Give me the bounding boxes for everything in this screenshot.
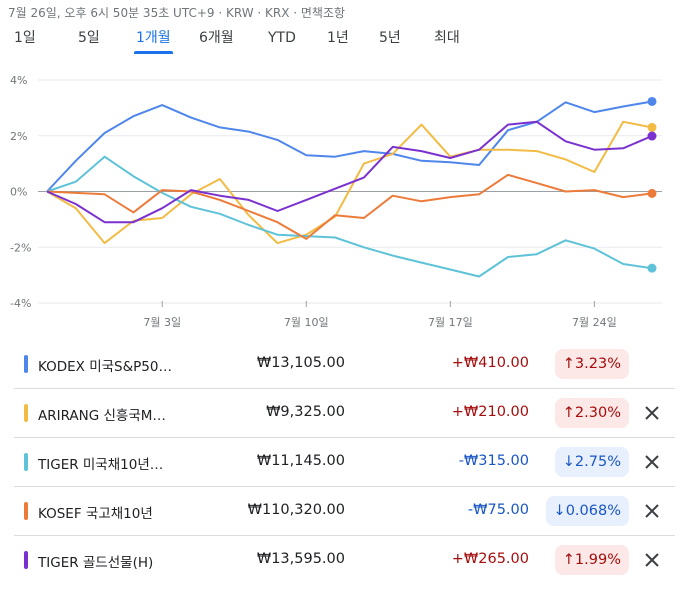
security-price: ₩9,325.00 bbox=[266, 404, 345, 420]
close-icon[interactable] bbox=[641, 549, 663, 571]
tab-5y[interactable]: 5년 bbox=[379, 30, 401, 46]
y-tick-label: 2% bbox=[10, 130, 27, 143]
series-end-dot bbox=[647, 122, 657, 132]
tab-6m[interactable]: 6개월 bbox=[199, 30, 234, 46]
list-item[interactable]: KODEX 미국S&P50… ₩13,105.00 +₩410.00 ↑3.23… bbox=[0, 340, 685, 389]
comparison-chart[interactable]: 4% 2% 0% -2% -4% 7월 3일 7월 10일 7월 17일 7월 24일 bbox=[0, 66, 685, 336]
security-price: ₩110,320.00 bbox=[247, 502, 345, 518]
security-name[interactable]: ARIRANG 신흥국M… bbox=[38, 408, 166, 424]
percent-change-badge: ↑3.23% bbox=[554, 349, 629, 379]
chart-series bbox=[46, 100, 653, 278]
security-name[interactable]: TIGER 미국채10년… bbox=[38, 457, 164, 473]
percent-change-badge: ↑1.99% bbox=[554, 545, 629, 575]
series-end-dot bbox=[647, 96, 657, 106]
security-name[interactable]: KOSEF 국고채10년 bbox=[38, 506, 153, 522]
price-change: -₩315.00 bbox=[458, 453, 529, 469]
y-tick-label: 0% bbox=[10, 186, 27, 199]
series-color-swatch bbox=[24, 453, 28, 471]
list-item[interactable]: ARIRANG 신흥국M… ₩9,325.00 +₩210.00 ↑2.30% bbox=[0, 389, 685, 438]
security-name[interactable]: KODEX 미국S&P50… bbox=[38, 359, 172, 375]
x-tick-label: 7월 24일 bbox=[572, 315, 617, 329]
close-icon[interactable] bbox=[641, 451, 663, 473]
price-change: -₩75.00 bbox=[467, 502, 529, 518]
series-color-swatch bbox=[24, 404, 28, 422]
tab-1y[interactable]: 1년 bbox=[327, 30, 349, 46]
divider bbox=[14, 535, 675, 536]
security-price: ₩11,145.00 bbox=[256, 453, 345, 469]
list-item[interactable]: TIGER 미국채10년… ₩11,145.00 -₩315.00 ↓2.75% bbox=[0, 438, 685, 487]
x-tick-label: 7월 3일 bbox=[143, 315, 181, 329]
y-tick-label: -2% bbox=[10, 241, 31, 254]
series-color-swatch bbox=[24, 551, 28, 569]
x-tick-label: 7월 17일 bbox=[428, 315, 473, 329]
series-line bbox=[46, 120, 653, 224]
security-price: ₩13,595.00 bbox=[256, 551, 345, 567]
divider bbox=[14, 388, 675, 389]
series-color-swatch bbox=[24, 502, 28, 520]
series-line bbox=[46, 173, 653, 240]
tab-max[interactable]: 최대 bbox=[434, 30, 460, 46]
security-name[interactable]: TIGER 골드선물(H) bbox=[38, 555, 154, 571]
chart-grid bbox=[38, 79, 662, 307]
close-icon[interactable] bbox=[641, 402, 663, 424]
divider bbox=[14, 437, 675, 438]
tab-ytd[interactable]: YTD bbox=[268, 30, 296, 46]
percent-change-badge: ↑2.30% bbox=[554, 398, 629, 428]
y-tick-label: 4% bbox=[10, 74, 27, 87]
series-color-swatch bbox=[24, 355, 28, 373]
divider bbox=[14, 486, 675, 487]
list-item[interactable]: KOSEF 국고채10년 ₩110,320.00 -₩75.00 ↓0.068% bbox=[0, 487, 685, 536]
tab-1m[interactable]: 1개월 bbox=[134, 30, 173, 54]
percent-change-badge: ↓2.75% bbox=[554, 447, 629, 477]
y-tick-label: -4% bbox=[10, 297, 31, 310]
security-price: ₩13,105.00 bbox=[256, 355, 345, 371]
x-tick-label: 7월 10일 bbox=[284, 315, 329, 329]
percent-change-badge: ↓0.068% bbox=[545, 496, 629, 526]
series-line bbox=[46, 100, 653, 193]
price-change: +₩265.00 bbox=[451, 551, 529, 567]
timestamp-disclaimer: 7월 26일, 오후 6시 50분 35초 UTC+9 · KRW · KRX … bbox=[8, 6, 346, 20]
tab-5d[interactable]: 5일 bbox=[78, 30, 100, 46]
series-line bbox=[46, 155, 653, 278]
series-end-dot bbox=[647, 131, 657, 141]
series-end-dot bbox=[647, 263, 657, 273]
close-icon[interactable] bbox=[641, 500, 663, 522]
chart-end-points bbox=[647, 96, 657, 273]
series-end-dot bbox=[647, 188, 657, 198]
tab-1d[interactable]: 1일 bbox=[14, 30, 36, 46]
price-change: +₩210.00 bbox=[451, 404, 529, 420]
y-axis-labels: 4% 2% 0% -2% -4% bbox=[10, 74, 31, 310]
x-axis-labels: 7월 3일 7월 10일 7월 17일 7월 24일 bbox=[143, 315, 616, 329]
series-line bbox=[46, 120, 653, 245]
price-change: +₩410.00 bbox=[451, 355, 529, 371]
list-item[interactable]: TIGER 골드선물(H) ₩13,595.00 +₩265.00 ↑1.99% bbox=[0, 536, 685, 585]
